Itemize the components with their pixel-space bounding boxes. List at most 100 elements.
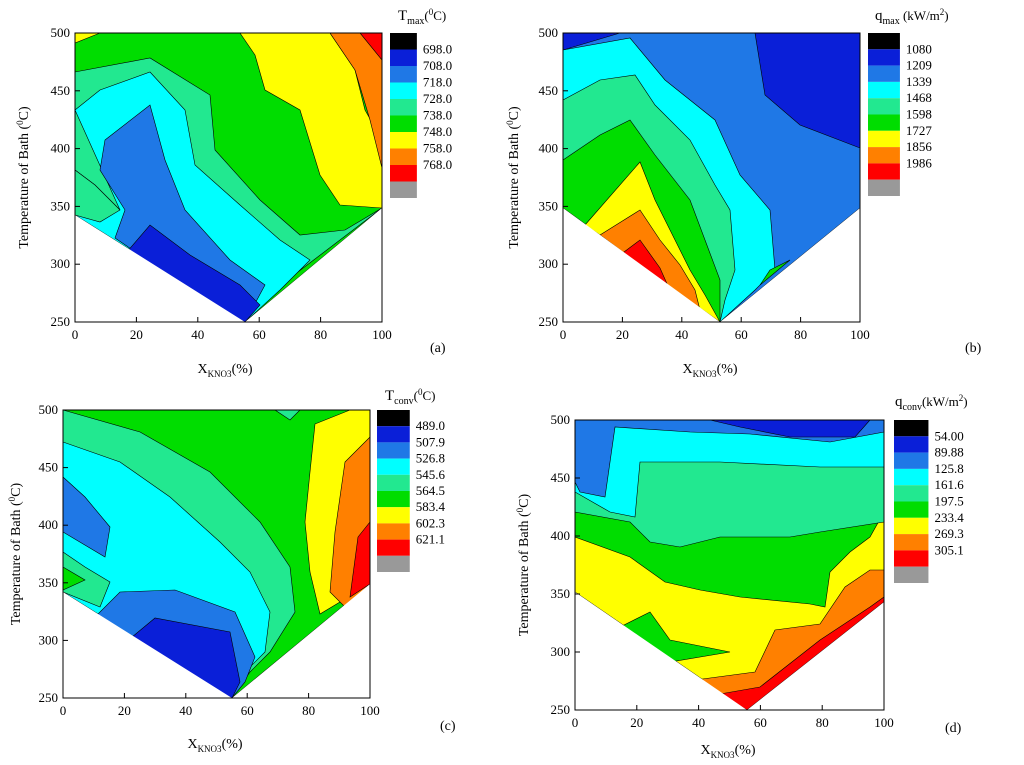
axes-a: 0 20 40 60 80 100 250 300 350 400 450 500 XKNO3(%) Te… — [15, 25, 446, 379]
legend-swatch — [390, 99, 417, 116]
legend-level-label: 269.3 — [934, 526, 963, 541]
contour-regions-c — [62, 409, 371, 699]
y-tick-label: 300 — [551, 644, 571, 659]
plot-frame-a — [74, 32, 383, 323]
y-tick-label: 250 — [39, 690, 59, 705]
chart-panel-c: 0 20 40 60 80 100 250 300 350 400 450 500 XKNO3(%) Te… — [0, 382, 512, 765]
panel-label: (d) — [945, 721, 962, 736]
panel-label: (c) — [440, 719, 456, 734]
legend-swatch — [377, 410, 410, 427]
x-tick-label: 100 — [850, 327, 870, 342]
x-tick-label: 0 — [72, 327, 79, 342]
outside-domain-c — [63, 584, 370, 698]
region-green-edge-b — [759, 259, 791, 286]
y-tick-label: 450 — [39, 460, 59, 475]
legend-swatch — [868, 163, 900, 180]
x-tick-label: 40 — [675, 327, 688, 342]
legend-title: Tmax(0C) — [398, 7, 446, 27]
x-tick-label: 80 — [794, 327, 807, 342]
legend-level-label: 125.8 — [934, 461, 963, 476]
y-tick-label: 250 — [551, 702, 571, 717]
legend-swatch — [390, 165, 417, 182]
legend-swatch — [377, 507, 410, 524]
chart-panel-d: 0 20 40 60 80 100 250 300 350 400 450 500 XKNO3(%) Te… — [490, 382, 1024, 765]
legend-swatch — [894, 566, 929, 583]
legend-level-label: 583.4 — [416, 499, 446, 514]
legend-level-label: 1598 — [906, 107, 932, 122]
y-tick-label: 350 — [551, 586, 571, 601]
x-tick-label: 100 — [874, 715, 894, 730]
y-tick-label: 500 — [51, 25, 71, 40]
x-tick-label: 60 — [754, 715, 767, 730]
y-tick-label: 300 — [39, 632, 59, 647]
x-axis-label: XKNO3(%) — [682, 362, 737, 379]
chart-panel-b: 0 20 40 60 80 100 250 300 350 400 450 500 XKNO3(%) Te… — [490, 0, 1024, 382]
x-tick-label: 20 — [616, 327, 629, 342]
legend-swatch — [868, 98, 900, 115]
legend-title: qconv(kW/m2) — [895, 393, 968, 413]
legend-level-label: 1209 — [906, 58, 932, 73]
plot-frame-c — [62, 409, 371, 699]
legend-swatch — [868, 130, 900, 148]
x-axis-label: XKNO3(%) — [197, 362, 252, 379]
axes-d: 0 20 40 60 80 100 250 300 350 400 450 500 XKNO3(%) Te… — [515, 412, 962, 760]
y-tick-label: 400 — [39, 517, 59, 532]
region-red-d — [719, 596, 885, 711]
x-tick-label: 60 — [735, 327, 748, 342]
y-tick-label: 250 — [539, 314, 559, 329]
y-tick-label: 450 — [51, 83, 71, 98]
axes-b: 0 20 40 60 80 100 250 300 350 400 450 500 XKNO3(%) Te… — [505, 25, 982, 379]
legend-level-label: 1339 — [906, 74, 932, 89]
y-tick-label: 300 — [539, 256, 559, 271]
x-tick-label: 40 — [692, 715, 705, 730]
contour-plot-a: 0 20 40 60 80 100 250 300 350 400 450 500 XKNO3(%) Te… — [15, 7, 452, 379]
legend-swatch — [894, 534, 929, 551]
y-tick-label: 450 — [539, 83, 559, 98]
legend-level-label: 1080 — [906, 41, 932, 56]
legend-swatch — [377, 491, 410, 508]
legend-swatch — [377, 523, 410, 540]
legend-swatch — [390, 181, 417, 198]
contour-plot-d: 0 20 40 60 80 100 250 300 350 400 450 500 XKNO3(%) Te… — [515, 393, 968, 760]
legend-swatch — [390, 33, 417, 50]
legend-level-label: 602.3 — [416, 515, 445, 530]
y-tick-label: 350 — [39, 575, 59, 590]
legend-level-label: 1727 — [906, 123, 933, 138]
x-tick-label: 0 — [560, 327, 567, 342]
legend-swatch — [868, 49, 900, 66]
legend-swatch — [390, 132, 417, 149]
legend-swatch — [390, 148, 417, 165]
contour-plot-b: 0 20 40 60 80 100 250 300 350 400 450 500 XKNO3(%) Te… — [505, 7, 982, 379]
legend-swatch — [377, 458, 410, 475]
legend-level-label: 748.0 — [423, 124, 452, 139]
x-axis-label: XKNO3(%) — [187, 737, 242, 754]
legend-level-label: 1986 — [906, 155, 933, 170]
x-tick-label: 100 — [372, 327, 392, 342]
legend-level-label: 621.1 — [416, 532, 445, 547]
legend-swatch — [377, 539, 410, 556]
legend-level-label: 89.88 — [934, 445, 963, 460]
legend-level-label: 738.0 — [423, 108, 452, 123]
y-tick-label: 350 — [51, 198, 71, 213]
legend-level-label: 718.0 — [423, 75, 452, 90]
legend-swatch — [894, 550, 929, 567]
outside-domain-b — [563, 208, 860, 322]
chart-panel-a: 0 20 40 60 80 100 250 300 350 400 450 500 XKNO3(%) Te… — [0, 0, 512, 382]
panel-label: (a) — [430, 341, 446, 356]
legend-level-label: 489.0 — [416, 418, 445, 433]
legend-swatch — [868, 147, 900, 164]
legend-level-label: 233.4 — [934, 510, 964, 525]
plot-frame-d — [574, 419, 885, 711]
legend-swatch — [894, 436, 929, 453]
plot-frame-b — [562, 32, 861, 323]
legend-swatch — [894, 452, 929, 469]
legend-level-label: 758.0 — [423, 141, 452, 156]
x-tick-label: 40 — [191, 327, 204, 342]
contour-regions-d — [574, 419, 885, 711]
legend-swatch — [868, 81, 900, 99]
legend-level-label: 698.0 — [423, 42, 452, 57]
legend-level-label: 545.6 — [416, 467, 446, 482]
legend-swatch — [894, 501, 929, 518]
